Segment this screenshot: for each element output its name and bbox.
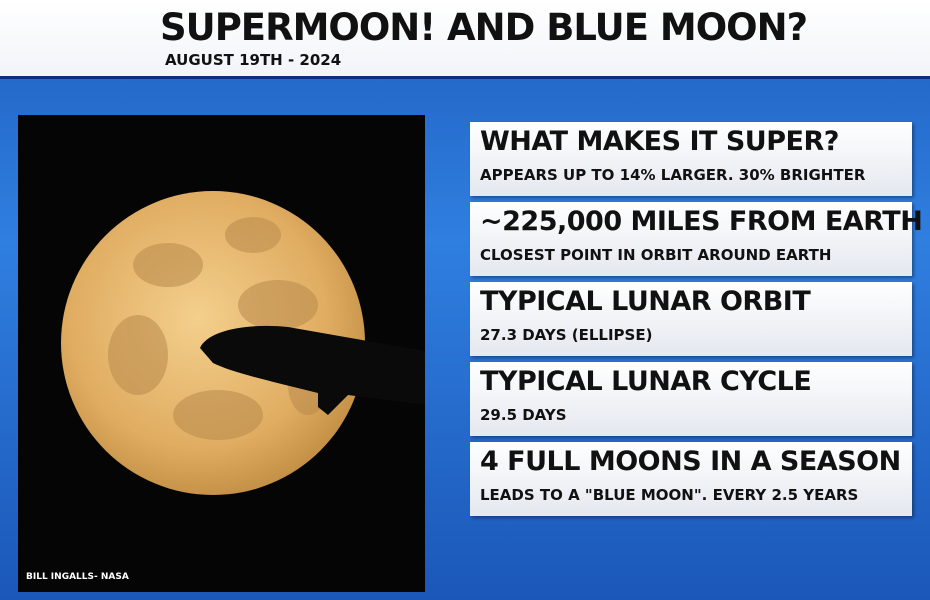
subtitle: AUGUST 19TH - 2024 — [165, 51, 341, 69]
broadcast-graphic: SUPERMOON! AND BLUE MOON? AUGUST 19TH - … — [0, 0, 930, 600]
fact-panel: WHAT MAKES IT SUPER? APPEARS UP TO 14% LA… — [470, 122, 912, 196]
fact-detail: APPEARS UP TO 14% LARGER. 30% BRIGHTER — [480, 166, 865, 184]
fact-heading: TYPICAL LUNAR CYCLE — [480, 366, 811, 397]
fact-panel: TYPICAL LUNAR CYCLE 29.5 DAYS — [470, 362, 912, 436]
fact-panel: TYPICAL LUNAR ORBIT 27.3 DAYS (ELLIPSE) — [470, 282, 912, 356]
fact-detail: LEADS TO A "BLUE MOON". EVERY 2.5 YEARS — [480, 486, 858, 504]
fact-heading: 4 FULL MOONS IN A SEASON — [480, 446, 901, 477]
fact-detail: 27.3 DAYS (ELLIPSE) — [480, 326, 652, 344]
fact-detail: 29.5 DAYS — [480, 406, 567, 424]
photo-credit: BILL INGALLS- NASA — [26, 572, 129, 582]
fact-heading: TYPICAL LUNAR ORBIT — [480, 286, 810, 317]
header-bar: SUPERMOON! AND BLUE MOON? AUGUST 19TH - … — [0, 0, 930, 79]
fact-panel: 4 FULL MOONS IN A SEASON LEADS TO A "BLUE… — [470, 442, 912, 516]
title: SUPERMOON! AND BLUE MOON? — [160, 6, 807, 49]
fact-detail: CLOSEST POINT IN ORBIT AROUND EARTH — [480, 246, 831, 264]
fact-heading: ~225,000 MILES FROM EARTH — [480, 206, 922, 237]
moon-photo — [18, 115, 425, 592]
moon-illustration — [18, 115, 425, 592]
fact-heading: WHAT MAKES IT SUPER? — [480, 126, 839, 157]
